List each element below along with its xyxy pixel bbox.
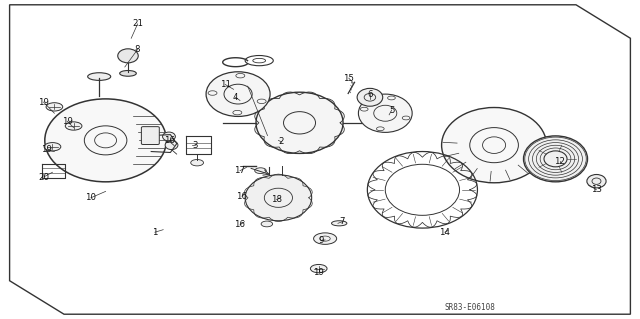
Ellipse shape bbox=[332, 221, 347, 226]
Text: 4: 4 bbox=[233, 93, 238, 102]
Text: 6: 6 bbox=[367, 90, 372, 99]
Text: 21: 21 bbox=[132, 19, 143, 28]
Text: 13: 13 bbox=[591, 185, 602, 194]
Ellipse shape bbox=[442, 108, 547, 183]
Ellipse shape bbox=[65, 122, 82, 130]
Ellipse shape bbox=[120, 70, 136, 76]
Ellipse shape bbox=[44, 143, 61, 151]
Ellipse shape bbox=[45, 99, 166, 182]
Text: 17: 17 bbox=[234, 166, 246, 175]
Ellipse shape bbox=[88, 73, 111, 80]
Ellipse shape bbox=[118, 49, 138, 63]
Text: 8: 8 bbox=[135, 45, 140, 54]
Ellipse shape bbox=[191, 160, 204, 166]
Ellipse shape bbox=[46, 103, 63, 111]
Text: 3: 3 bbox=[193, 141, 198, 150]
Text: 1: 1 bbox=[152, 228, 157, 237]
Text: 7: 7 bbox=[340, 217, 345, 226]
Text: 16: 16 bbox=[164, 136, 175, 145]
Text: 16: 16 bbox=[236, 192, 248, 201]
Ellipse shape bbox=[256, 92, 343, 153]
Text: 15: 15 bbox=[343, 74, 355, 83]
Ellipse shape bbox=[206, 72, 270, 116]
Ellipse shape bbox=[357, 88, 383, 106]
Text: 10: 10 bbox=[85, 193, 97, 202]
Text: 19: 19 bbox=[314, 268, 324, 277]
Text: 5: 5 bbox=[389, 106, 394, 115]
Text: 19: 19 bbox=[38, 98, 49, 107]
Text: 19: 19 bbox=[41, 145, 51, 154]
Ellipse shape bbox=[358, 94, 412, 132]
Ellipse shape bbox=[255, 168, 266, 174]
Text: 20: 20 bbox=[38, 173, 49, 182]
Ellipse shape bbox=[163, 132, 175, 141]
Text: 14: 14 bbox=[439, 228, 451, 237]
Text: 2: 2 bbox=[279, 137, 284, 146]
FancyBboxPatch shape bbox=[141, 127, 159, 145]
Ellipse shape bbox=[165, 141, 178, 150]
Text: 11: 11 bbox=[220, 80, 231, 89]
Text: 18: 18 bbox=[271, 195, 282, 204]
Ellipse shape bbox=[245, 175, 312, 221]
Ellipse shape bbox=[587, 174, 606, 188]
Text: 12: 12 bbox=[554, 157, 566, 166]
Text: 16: 16 bbox=[234, 220, 246, 229]
Ellipse shape bbox=[314, 233, 337, 244]
Ellipse shape bbox=[261, 221, 273, 227]
Text: 9: 9 bbox=[319, 236, 324, 245]
Text: SR83-E06108: SR83-E06108 bbox=[445, 303, 496, 312]
Ellipse shape bbox=[310, 264, 327, 273]
Text: 19: 19 bbox=[62, 117, 72, 126]
Ellipse shape bbox=[524, 136, 588, 182]
